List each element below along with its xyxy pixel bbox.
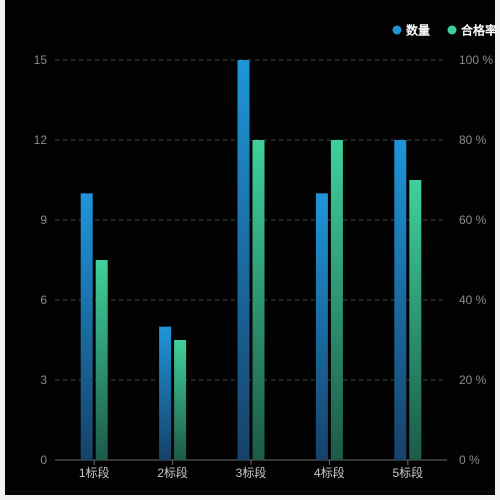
y-right-tick-label: 40 %	[459, 293, 487, 307]
y-right-tick-label: 0 %	[459, 453, 480, 467]
bar-数量-4标段	[315, 193, 328, 461]
legend-label: 合格率	[461, 23, 497, 38]
bar-合格率-2标段	[174, 340, 187, 460]
x-category-label: 1标段	[79, 465, 110, 480]
bar-合格率-3标段	[252, 140, 265, 460]
bar-数量-5标段	[394, 140, 407, 460]
legend-marker	[392, 25, 402, 35]
y-left-tick-label: 0	[40, 453, 47, 467]
y-left-tick-label: 15	[34, 53, 48, 67]
y-right-tick-label: 60 %	[459, 213, 487, 227]
legend-marker	[447, 25, 457, 35]
legend-label: 数量	[406, 23, 430, 38]
x-category-label: 3标段	[236, 465, 267, 480]
y-right-tick-label: 20 %	[459, 373, 487, 387]
bar-数量-3标段	[237, 60, 250, 460]
y-left-tick-label: 3	[40, 373, 47, 387]
x-category-label: 5标段	[392, 465, 423, 480]
y-right-tick-label: 80 %	[459, 133, 487, 147]
y-left-tick-label: 9	[40, 213, 47, 227]
y-left-tick-label: 12	[34, 133, 48, 147]
y-right-tick-label: 100 %	[459, 53, 493, 67]
bar-合格率-4标段	[330, 140, 343, 460]
x-category-label: 2标段	[157, 465, 188, 480]
bar-合格率-1标段	[95, 260, 108, 460]
bar-数量-1标段	[80, 193, 93, 461]
x-category-label: 4标段	[314, 465, 345, 480]
y-left-tick-label: 6	[40, 293, 47, 307]
bar-合格率-5标段	[409, 180, 422, 460]
bar-chart: 0 0 % 3 20 % 6 40 % 9 60 % 12 80 % 15 100 % 1标段 2标段 3标…	[34, 23, 497, 481]
bar-数量-2标段	[159, 326, 172, 460]
